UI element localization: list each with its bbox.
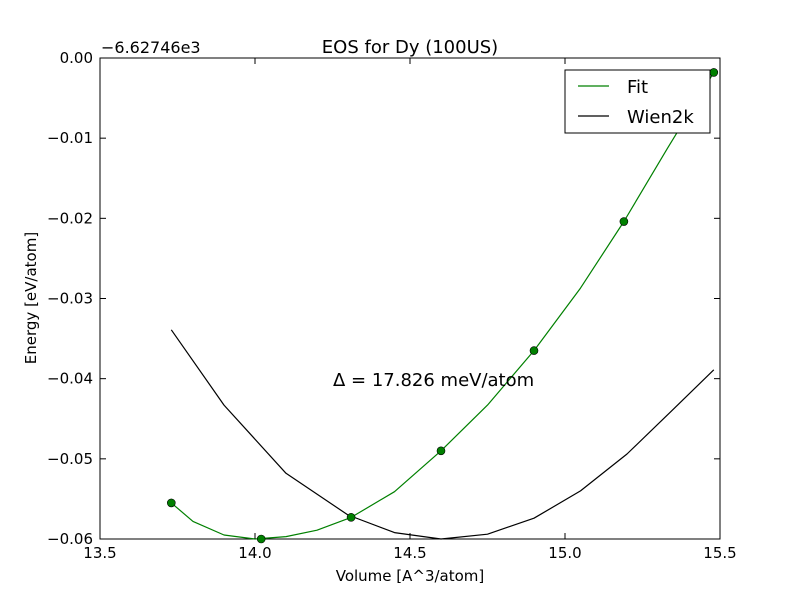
legend-fit-label: Fit <box>627 77 648 98</box>
data-point <box>436 446 446 456</box>
x-tick-label: 15.5 <box>703 544 736 562</box>
data-point <box>167 498 176 508</box>
legend-wien2k-label: Wien2k <box>627 107 694 128</box>
data-point <box>619 217 629 226</box>
data-point <box>346 513 356 522</box>
fit-curve <box>170 72 715 540</box>
y-tick-label: −0.03 <box>47 290 93 308</box>
chart-title: EOS for Dy (100US) <box>322 37 498 58</box>
legend: Fit Wien2k <box>564 69 711 134</box>
offset-label: −6.62746e3 <box>101 38 201 57</box>
y-tick-label: −0.06 <box>47 530 93 548</box>
delta-annotation: Δ = 17.826 meV/atom <box>333 370 534 391</box>
wien2k-curve <box>170 329 715 540</box>
legend-box <box>564 69 711 134</box>
y-axis-label: Energy [eV/atom] <box>22 232 40 364</box>
data-point <box>256 534 266 544</box>
data-point <box>709 68 719 77</box>
x-tick-label: 15.0 <box>548 544 581 562</box>
x-tick-label: 13.5 <box>83 544 116 562</box>
y-tick-label: −0.01 <box>47 129 93 147</box>
y-tick-label: 0.00 <box>60 49 93 67</box>
y-tick-label: −0.02 <box>47 209 93 227</box>
y-tick-label: −0.04 <box>47 370 93 388</box>
data-point <box>529 346 539 355</box>
x-tick-label: 14.5 <box>393 544 426 562</box>
x-tick-label: 14.0 <box>238 544 271 562</box>
x-axis-label: Volume [A^3/atom] <box>336 567 485 585</box>
y-tick-label: −0.05 <box>47 450 93 468</box>
